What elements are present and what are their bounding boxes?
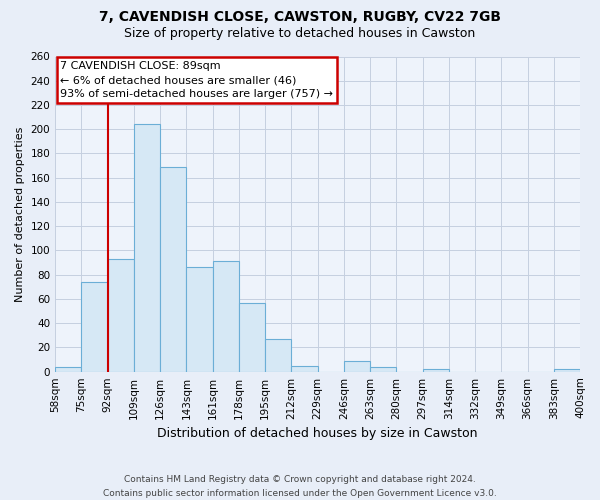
Bar: [265, 339, 292, 372]
Bar: [160, 167, 187, 372]
Bar: [239, 302, 265, 372]
Bar: [55, 367, 82, 372]
Bar: [292, 366, 317, 372]
Text: 7, CAVENDISH CLOSE, CAWSTON, RUGBY, CV22 7GB: 7, CAVENDISH CLOSE, CAWSTON, RUGBY, CV22…: [99, 10, 501, 24]
Bar: [134, 124, 160, 372]
Y-axis label: Number of detached properties: Number of detached properties: [15, 126, 25, 302]
Bar: [370, 367, 397, 372]
Text: 7 CAVENDISH CLOSE: 89sqm
← 6% of detached houses are smaller (46)
93% of semi-de: 7 CAVENDISH CLOSE: 89sqm ← 6% of detache…: [61, 61, 334, 99]
Bar: [187, 268, 212, 372]
X-axis label: Distribution of detached houses by size in Cawston: Distribution of detached houses by size …: [157, 427, 478, 440]
Bar: [422, 370, 449, 372]
Bar: [107, 259, 134, 372]
Bar: [344, 361, 370, 372]
Text: Size of property relative to detached houses in Cawston: Size of property relative to detached ho…: [124, 28, 476, 40]
Text: Contains HM Land Registry data © Crown copyright and database right 2024.
Contai: Contains HM Land Registry data © Crown c…: [103, 476, 497, 498]
Bar: [82, 282, 107, 372]
Bar: [212, 262, 239, 372]
Bar: [554, 370, 580, 372]
